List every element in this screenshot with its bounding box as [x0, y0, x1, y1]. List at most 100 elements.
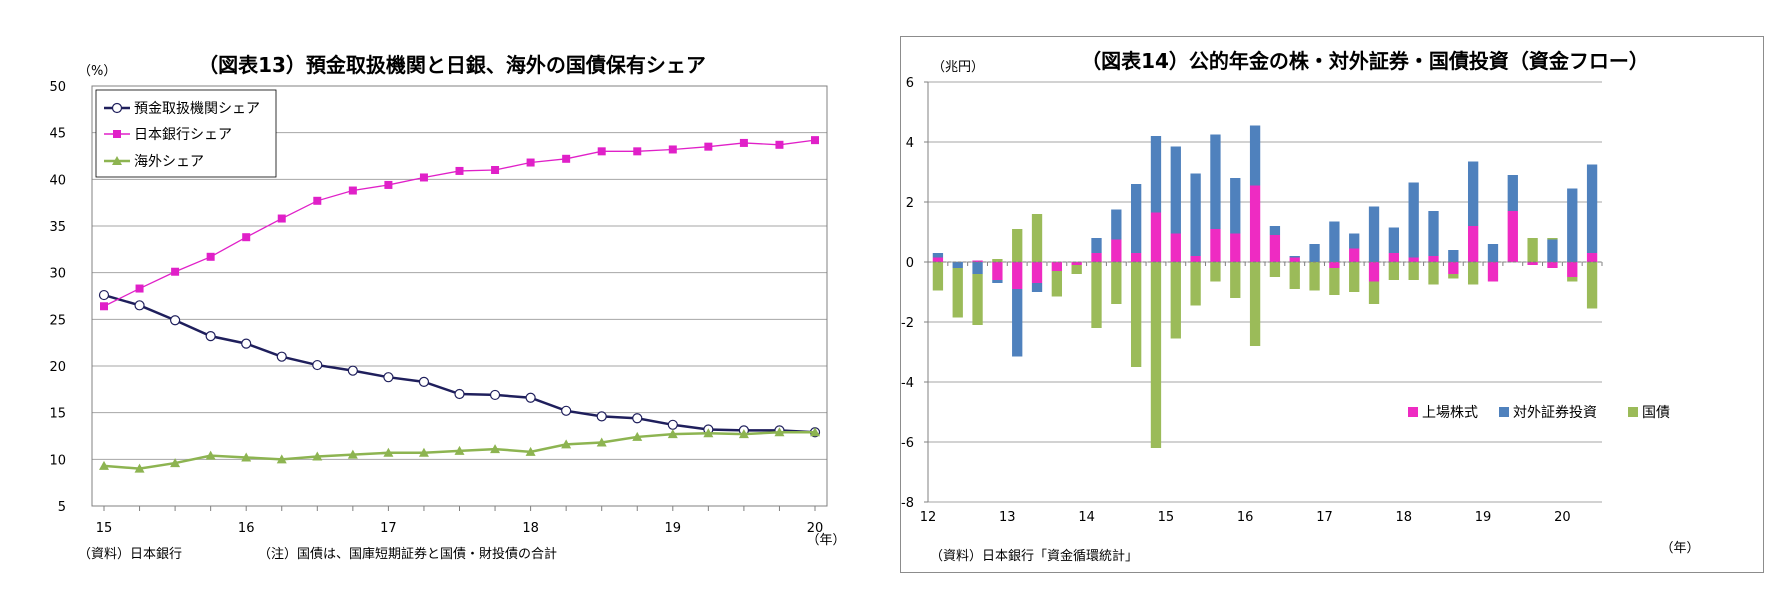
bar-segment [1586, 262, 1598, 309]
legend-item-foreign-securities: 対外証券投資 [1513, 405, 1597, 421]
data-point [100, 302, 108, 311]
data-point [347, 365, 358, 376]
bar-segment [1289, 257, 1300, 262]
chart-14-source: （資料）日本銀行「資金循環統計」 [930, 548, 1138, 564]
data-point [383, 372, 394, 383]
bar-segment [1329, 268, 1340, 295]
bar-segment [1012, 289, 1023, 357]
bar-segment [1448, 262, 1459, 274]
bar-segment [1467, 161, 1479, 226]
bar-segment [1190, 173, 1201, 256]
x-tick-label: 14 [1078, 510, 1095, 525]
y-tick-label: 6 [906, 76, 914, 91]
data-point [491, 166, 500, 174]
chart-13-note: （注）国債は、国庫短期証券と国債・財投債の合計 [258, 546, 557, 562]
bar-segment [1507, 175, 1518, 211]
data-point [597, 147, 606, 156]
data-point [419, 173, 428, 182]
y-tick-label: 30 [49, 267, 66, 282]
bar-segment [1527, 262, 1538, 265]
data-point [632, 413, 643, 424]
x-tick-label: 19 [1475, 510, 1492, 525]
data-point [526, 158, 535, 167]
data-point [171, 267, 180, 276]
bar-segment [1507, 211, 1518, 262]
data-point [703, 428, 714, 438]
series-line [103, 293, 816, 434]
data-point [455, 166, 464, 175]
bar-segment [1210, 262, 1221, 282]
data-point [489, 389, 501, 401]
bar-segment [932, 262, 944, 291]
chart-13-svg: （図表13）預金取扱機関と日銀、海外の国債保有シェア （%） 5 10 15 20 25… [49, 53, 845, 562]
legend-item-overseas-share: 海外シェア [134, 154, 204, 170]
data-point [739, 138, 748, 147]
data-point [774, 427, 785, 437]
data-point [810, 427, 820, 437]
bar-segment [1190, 262, 1201, 306]
y-tick-label: -8 [901, 496, 914, 511]
bar-segment [1071, 262, 1082, 265]
x-tick-label: 16 [238, 521, 255, 536]
bar-segment [1031, 262, 1043, 283]
data-point [99, 460, 109, 470]
x-tick-label: 19 [665, 521, 682, 536]
data-point [667, 419, 678, 430]
bar-segment [932, 253, 944, 258]
bar-segment [1012, 229, 1023, 262]
data-point [170, 315, 181, 326]
bar-segment [1329, 262, 1340, 268]
x-tick-label: 13 [999, 510, 1016, 525]
bar-segment [1487, 262, 1499, 282]
bar-segment [1388, 253, 1400, 262]
bar-segment [1012, 262, 1023, 289]
data-point [347, 449, 358, 459]
bar-segment [1368, 206, 1380, 262]
chart-14-x-unit: （年） [1660, 541, 1699, 556]
bar-segment [972, 262, 983, 274]
data-point [811, 136, 819, 145]
bar-segment [1408, 257, 1419, 262]
data-point [561, 405, 572, 416]
bar-segment [1051, 271, 1063, 297]
chart-13-plot-border [91, 85, 828, 507]
data-point [525, 392, 536, 403]
bar-segment [1130, 184, 1142, 253]
bar-segment [1428, 211, 1439, 256]
bar-segment [1230, 233, 1241, 262]
data-point [490, 444, 501, 454]
data-point [312, 451, 323, 461]
bar-segment [1130, 262, 1142, 367]
bar-segment [1051, 262, 1063, 271]
data-point [205, 331, 216, 342]
y-tick-label: 35 [49, 220, 66, 235]
bar-segment [1170, 146, 1181, 234]
data-point [276, 351, 287, 362]
y-tick-label: 40 [49, 173, 66, 188]
data-point [454, 445, 465, 455]
data-point [667, 429, 678, 439]
data-point [98, 289, 110, 301]
y-tick-label: -4 [901, 376, 914, 391]
bar-segment [1031, 214, 1043, 262]
x-tick-label: 18 [1395, 510, 1412, 525]
bar-segment [1586, 164, 1598, 253]
legend-item-boj-share: 日本銀行シェア [134, 127, 232, 143]
data-point [668, 145, 677, 154]
x-tick-label: 20 [807, 521, 824, 536]
chart-13-y-unit: （%） [78, 64, 116, 79]
bar-segment [972, 274, 983, 325]
x-tick-label: 17 [380, 521, 397, 536]
chart-13-x-unit: （年） [806, 533, 845, 548]
legend-item-deposit-share: 預金取扱機関シェア [134, 101, 260, 117]
data-point [241, 452, 252, 462]
chart-13-panel: （図表13）預金取扱機関と日銀、海外の国債保有シェア （%） 5 10 15 20 25… [0, 0, 880, 600]
data-point [525, 446, 536, 456]
data-point [562, 154, 571, 163]
bar-segment [1249, 185, 1261, 262]
bar-segment [1111, 262, 1122, 304]
bar-segment [1210, 229, 1221, 262]
y-tick-label: -6 [901, 436, 914, 451]
bar-segment [1349, 262, 1360, 292]
chart-14-frame [900, 36, 1764, 573]
